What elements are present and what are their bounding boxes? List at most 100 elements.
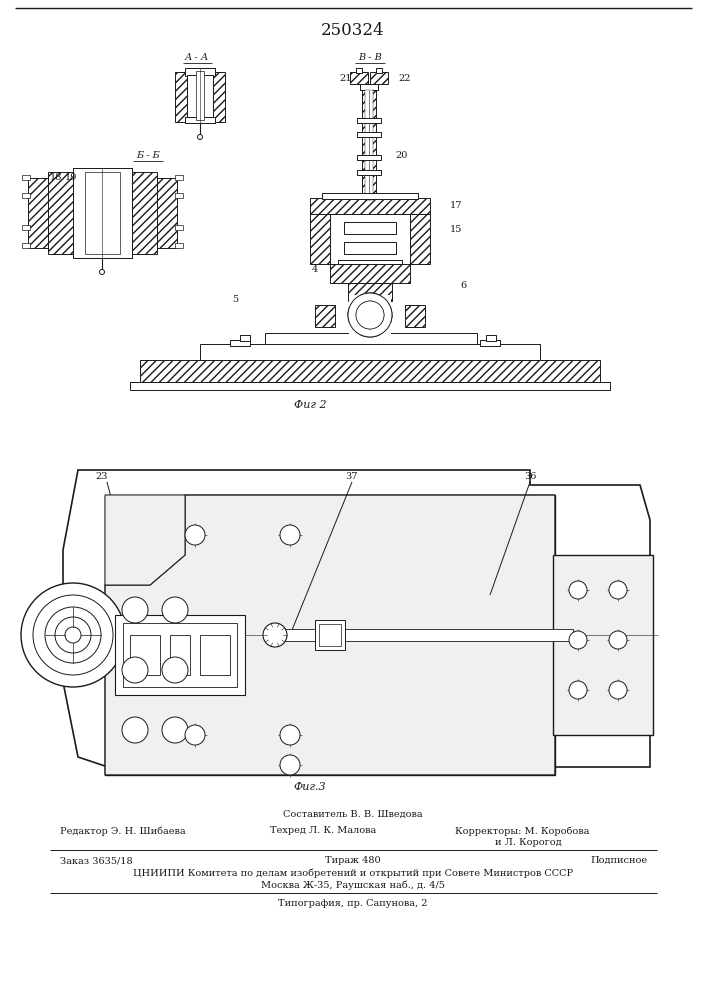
Text: 6: 6: [460, 280, 466, 290]
Circle shape: [356, 301, 384, 329]
Text: 19: 19: [65, 173, 77, 182]
Bar: [350, 72, 368, 84]
Wedge shape: [354, 315, 370, 337]
Text: 17: 17: [450, 200, 462, 210]
Text: 250324: 250324: [321, 22, 385, 39]
Circle shape: [185, 525, 205, 545]
Bar: [344, 242, 396, 254]
Bar: [344, 222, 396, 234]
Text: 23: 23: [95, 472, 107, 481]
Wedge shape: [348, 299, 370, 315]
Bar: [200, 635, 230, 675]
Text: 4: 4: [312, 265, 318, 274]
Text: Составитель В. В. Шведова: Составитель В. В. Шведова: [284, 810, 423, 819]
Bar: [310, 214, 330, 264]
Bar: [359, 132, 379, 136]
Bar: [315, 305, 335, 327]
Bar: [315, 620, 345, 650]
Bar: [360, 84, 378, 90]
Bar: [338, 238, 402, 258]
Circle shape: [280, 525, 300, 545]
Circle shape: [162, 657, 188, 683]
Circle shape: [122, 657, 148, 683]
Bar: [486, 335, 496, 341]
Text: 22: 22: [398, 74, 411, 83]
Text: и Л. Корогод: и Л. Корогод: [495, 838, 561, 847]
Bar: [130, 382, 610, 390]
Circle shape: [348, 293, 392, 337]
Circle shape: [569, 631, 587, 649]
Bar: [132, 172, 157, 254]
Bar: [357, 155, 381, 160]
Text: Редактор Э. Н. Шибаева: Редактор Э. Н. Шибаева: [60, 826, 186, 836]
Bar: [175, 72, 187, 122]
Bar: [348, 283, 392, 301]
Bar: [175, 243, 183, 248]
Bar: [170, 635, 190, 675]
Text: 37: 37: [346, 472, 358, 481]
Bar: [356, 68, 362, 73]
Bar: [357, 132, 381, 137]
Bar: [73, 168, 132, 258]
Bar: [370, 72, 388, 84]
Bar: [48, 172, 73, 254]
Polygon shape: [105, 495, 185, 585]
Bar: [310, 198, 430, 214]
Text: Б - Б: Б - Б: [136, 151, 160, 160]
Bar: [175, 175, 183, 180]
Text: 18: 18: [50, 173, 62, 182]
Text: Заказ 3635/18: Заказ 3635/18: [60, 856, 133, 865]
Polygon shape: [105, 495, 555, 775]
Bar: [187, 75, 213, 117]
Bar: [22, 225, 30, 230]
Text: А - А: А - А: [185, 53, 209, 62]
Circle shape: [162, 717, 188, 743]
Circle shape: [122, 717, 148, 743]
Circle shape: [185, 725, 205, 745]
Text: Корректоры: М. Коробова: Корректоры: М. Коробова: [455, 826, 590, 836]
Circle shape: [33, 595, 113, 675]
Text: 21: 21: [339, 74, 352, 83]
Bar: [185, 117, 215, 123]
Bar: [157, 178, 177, 248]
Wedge shape: [370, 315, 392, 331]
Circle shape: [569, 581, 587, 599]
Circle shape: [197, 134, 202, 139]
Bar: [357, 118, 381, 123]
Text: Москва Ж-35, Раушская наб., д. 4/5: Москва Ж-35, Раушская наб., д. 4/5: [261, 880, 445, 890]
Bar: [267, 335, 475, 343]
Text: В - В: В - В: [358, 53, 382, 62]
Text: ЦНИИПИ Комитета по делам изобретений и открытий при Совете Министров СССР: ЦНИИПИ Комитета по делам изобретений и о…: [133, 868, 573, 878]
Text: Техред Л. К. Малова: Техред Л. К. Малова: [270, 826, 376, 835]
Bar: [357, 170, 381, 175]
Text: Фиг 2: Фиг 2: [293, 400, 327, 410]
Bar: [338, 218, 402, 238]
Bar: [73, 168, 132, 258]
Wedge shape: [370, 293, 385, 315]
Bar: [22, 175, 30, 180]
Bar: [22, 193, 30, 198]
Bar: [105, 495, 555, 775]
Bar: [196, 71, 204, 120]
Bar: [193, 68, 207, 123]
Circle shape: [162, 597, 188, 623]
Circle shape: [280, 725, 300, 745]
Circle shape: [122, 597, 148, 623]
Bar: [338, 260, 402, 264]
Bar: [359, 155, 379, 159]
Bar: [553, 555, 653, 735]
Bar: [213, 72, 225, 122]
Bar: [362, 90, 376, 200]
Bar: [200, 344, 540, 360]
Text: Фиг.3: Фиг.3: [293, 782, 327, 792]
Bar: [330, 263, 410, 283]
Text: 5: 5: [232, 295, 238, 304]
Bar: [322, 193, 418, 199]
Bar: [362, 84, 376, 90]
Circle shape: [609, 681, 627, 699]
Circle shape: [100, 269, 105, 274]
Bar: [175, 225, 183, 230]
Bar: [130, 635, 160, 675]
Bar: [275, 629, 573, 641]
Circle shape: [364, 309, 376, 321]
